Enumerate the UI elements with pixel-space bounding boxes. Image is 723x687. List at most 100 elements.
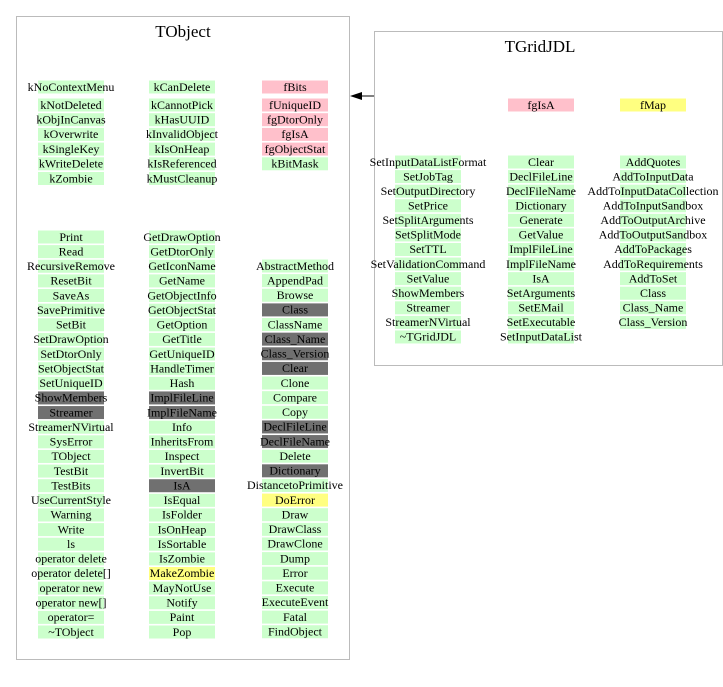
member-cell [262, 610, 328, 624]
member-cell [149, 537, 215, 551]
method: DrawClass [269, 522, 322, 536]
method: ClassName [268, 317, 323, 331]
member-cell [149, 172, 215, 185]
method: operator delete [35, 552, 107, 566]
member-cell [262, 113, 328, 127]
member-cell [262, 347, 328, 361]
method: Pop [173, 625, 192, 639]
member-cell [149, 245, 215, 259]
data-member: fBits [283, 80, 307, 94]
method: Notify [166, 596, 197, 610]
member-cell [262, 288, 328, 302]
member-cell [262, 566, 328, 580]
method: Clone [281, 376, 310, 390]
member-cell [149, 596, 215, 610]
member-cell [262, 595, 328, 609]
member-cell [262, 274, 328, 288]
member-cell [262, 581, 328, 595]
method: ~TGridJDL [400, 330, 456, 344]
member-cell [38, 479, 104, 493]
method: Write [58, 522, 85, 536]
method: operator new[] [36, 596, 107, 610]
method: AddQuotes [626, 155, 681, 169]
data-member: kObjInCanvas [36, 112, 106, 126]
method: TestBits [51, 478, 90, 492]
method: SetTTL [409, 242, 446, 256]
member-cell [149, 376, 215, 390]
method: Paint [170, 610, 195, 624]
method: ExecuteEvent [262, 595, 329, 609]
data-member: fUniqueID [269, 98, 321, 112]
method: GetTitle [162, 332, 202, 346]
member-cell [38, 259, 104, 273]
data-member: kWriteDelete [39, 157, 103, 171]
method: Delete [279, 449, 310, 463]
method: SetOutputDirectory [381, 184, 476, 198]
member-cell [38, 347, 104, 361]
member-cell [395, 228, 461, 242]
method: SetJobTag [403, 169, 453, 183]
method: GetUniqueID [149, 347, 215, 361]
method: SetSplitArguments [382, 213, 473, 227]
member-cell [38, 581, 104, 595]
method: Print [59, 230, 83, 244]
member-cell [508, 155, 574, 169]
member-cell [262, 537, 328, 551]
member-cell [38, 98, 104, 112]
member-cell [620, 286, 686, 300]
member-cell [149, 303, 215, 317]
method: IsA [173, 478, 191, 492]
method: SetInputDataList [500, 330, 583, 344]
method: operator= [48, 610, 95, 624]
member-cell [262, 420, 328, 434]
method: DeclFileLine [509, 169, 572, 183]
method: GetObjectInfo [147, 288, 216, 302]
method: Compare [273, 390, 317, 404]
method: Class_Version [261, 347, 330, 361]
method: AppendPad [267, 273, 323, 287]
member-cell [149, 610, 215, 624]
method: ~TObject [48, 625, 94, 639]
method: DrawClone [267, 537, 322, 551]
member-cell [262, 303, 328, 317]
member-cell [38, 523, 104, 537]
member-cell [508, 184, 574, 198]
method: AddToOutputArchive [600, 213, 705, 227]
member-cell [38, 142, 104, 156]
member-cell [38, 127, 104, 141]
member-cell [620, 184, 686, 198]
method: Streamer [406, 301, 449, 315]
member-cell [38, 596, 104, 610]
member-cell [262, 259, 328, 273]
member-cell [395, 199, 461, 213]
method: Dictionary [269, 464, 320, 478]
method: GetDrawOption [143, 230, 220, 244]
method: SetValidationCommand [371, 257, 486, 271]
member-cell [38, 376, 104, 390]
method: SetValue [407, 271, 450, 285]
method: IsZombie [159, 552, 205, 566]
method: Class_Name [623, 301, 684, 315]
data-member: kZombie [49, 171, 92, 185]
member-cell [395, 330, 461, 344]
member-cell [262, 449, 328, 463]
method: operator new [40, 581, 103, 595]
member-cell [508, 315, 574, 329]
method: StreamerNVirtual [28, 420, 114, 434]
data-member: kInvalidObject [146, 127, 219, 141]
method: SetExecutable [507, 315, 576, 329]
member-cell [508, 286, 574, 300]
method: IsEqual [164, 493, 201, 507]
member-cell [149, 625, 215, 639]
method: DistancetoPrimitive [247, 478, 343, 492]
member-cell [262, 157, 328, 171]
member-cell [262, 127, 328, 141]
member-cell [149, 332, 215, 346]
method: AddToInputData [612, 169, 694, 183]
arrow-head [350, 92, 362, 100]
member-cell [620, 98, 686, 112]
member-cell [149, 157, 215, 171]
method: SetSplitMode [395, 228, 461, 242]
method: ImplFileLine [150, 391, 213, 405]
member-cell [395, 257, 461, 271]
